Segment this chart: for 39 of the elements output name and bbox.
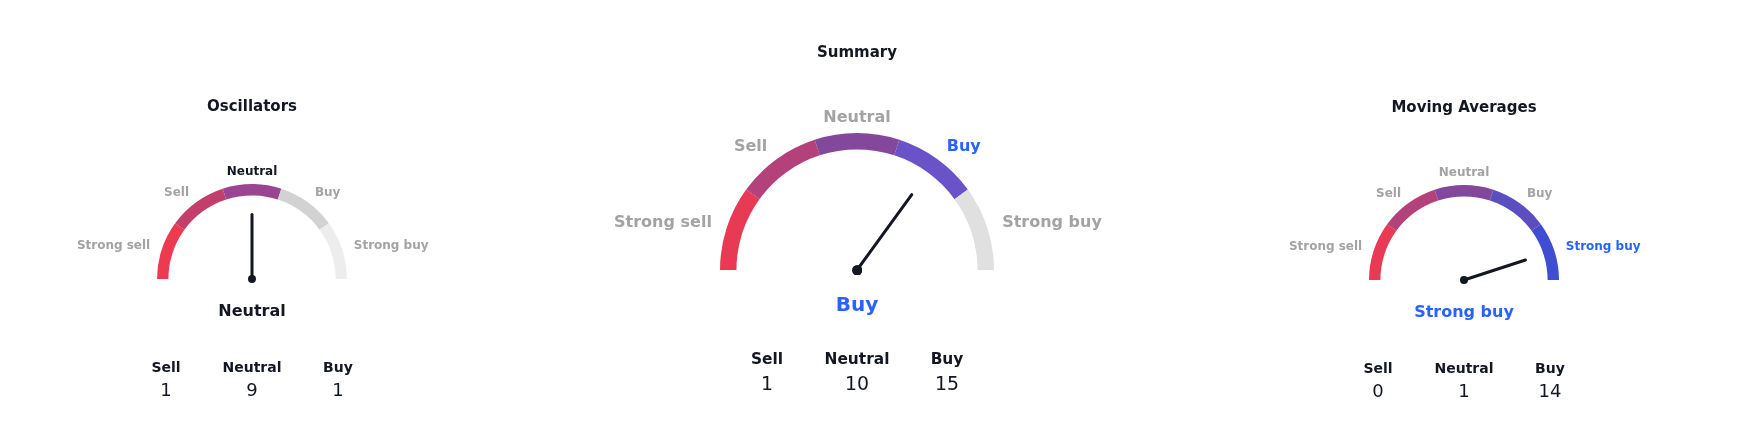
data-label: 0	[1371, 380, 1385, 401]
slice-label: Buy	[1526, 185, 1553, 200]
chart-title: Summary	[815, 43, 898, 61]
category-label: Sell	[1362, 360, 1394, 376]
slice-label: Buy	[946, 135, 982, 155]
slice-label: Buy	[314, 184, 341, 199]
category-label: Sell	[150, 359, 182, 375]
data-label: 9	[245, 379, 259, 400]
category-label: Buy	[322, 359, 354, 375]
data-label: 10	[843, 372, 870, 394]
slice-label: Strong buy	[1002, 212, 1103, 231]
data-label: 1	[760, 372, 774, 394]
slice-label: Strong buy	[353, 238, 429, 253]
chart-title: Oscillators	[206, 97, 298, 115]
slice-label: Strong sell	[1288, 239, 1363, 254]
category-label: Neutral	[221, 359, 283, 375]
slice-label: Neutral	[823, 106, 891, 126]
data-label: 1	[1457, 380, 1471, 401]
slice-label: Sell	[164, 184, 190, 199]
category-label: Neutral	[823, 350, 891, 368]
chart-title: Moving Averages	[1390, 98, 1538, 116]
data-label: 1	[331, 379, 345, 400]
category-label: Sell	[749, 350, 785, 368]
data-label: 1	[159, 379, 173, 400]
data-label: 15	[933, 372, 960, 394]
slice-label: Strong sell	[614, 212, 712, 231]
text: Strong buy	[1413, 302, 1515, 321]
slice-label: Sell	[733, 135, 768, 155]
slice-label: Strong sell	[76, 238, 151, 253]
slice-label: Strong buy	[1565, 239, 1641, 254]
slice-label: Sell	[1376, 185, 1402, 200]
data-label: 14	[1537, 380, 1563, 401]
category-label: Buy	[1534, 360, 1566, 376]
category-label: Neutral	[1433, 360, 1495, 376]
slice-label: Neutral	[226, 164, 278, 179]
text: Neutral	[217, 301, 287, 320]
text: Buy	[834, 292, 880, 316]
category-label: Buy	[929, 350, 965, 368]
slice-label: Neutral	[1438, 165, 1490, 180]
